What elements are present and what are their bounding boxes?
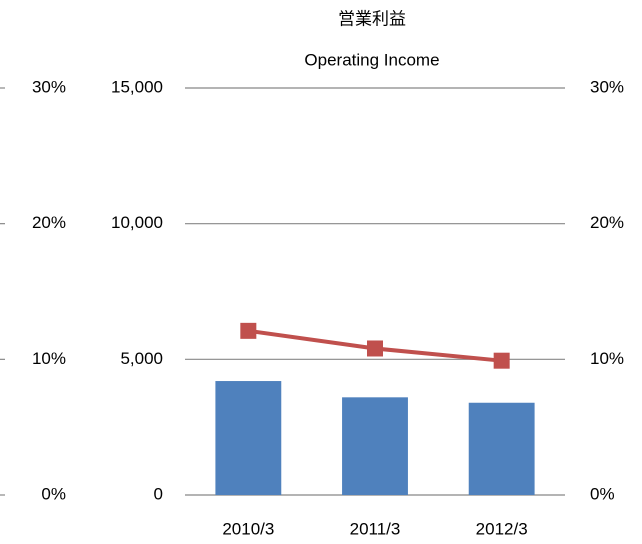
y2-tick-label: 20% [590,213,624,232]
y3-tick-label: 10% [32,349,66,368]
y2-tick-label: 30% [590,77,624,96]
y2-tick-label: 10% [590,349,624,368]
y-tick-label: 10,000 [111,213,163,232]
bar [342,397,408,495]
line-marker [493,352,510,369]
y3-tick-label: 0% [41,484,66,503]
chart-title: 営業利益 [338,9,406,28]
y3-tick-label: 20% [32,213,66,232]
x-tick-label: 2012/3 [476,519,528,538]
line-marker [367,340,383,357]
y-tick-label: 0 [154,484,163,503]
y-tick-label: 15,000 [111,77,163,96]
x-tick-label: 2010/3 [222,519,274,538]
bar [215,381,282,495]
y3-tick-label: 30% [32,77,66,96]
y-tick-label: 5,000 [120,349,163,368]
x-tick-label: 2011/3 [350,519,401,538]
bar [468,402,535,495]
line-marker [240,322,257,339]
y2-tick-label: 0% [590,484,615,503]
chart-subtitle: Operating Income [304,50,439,69]
